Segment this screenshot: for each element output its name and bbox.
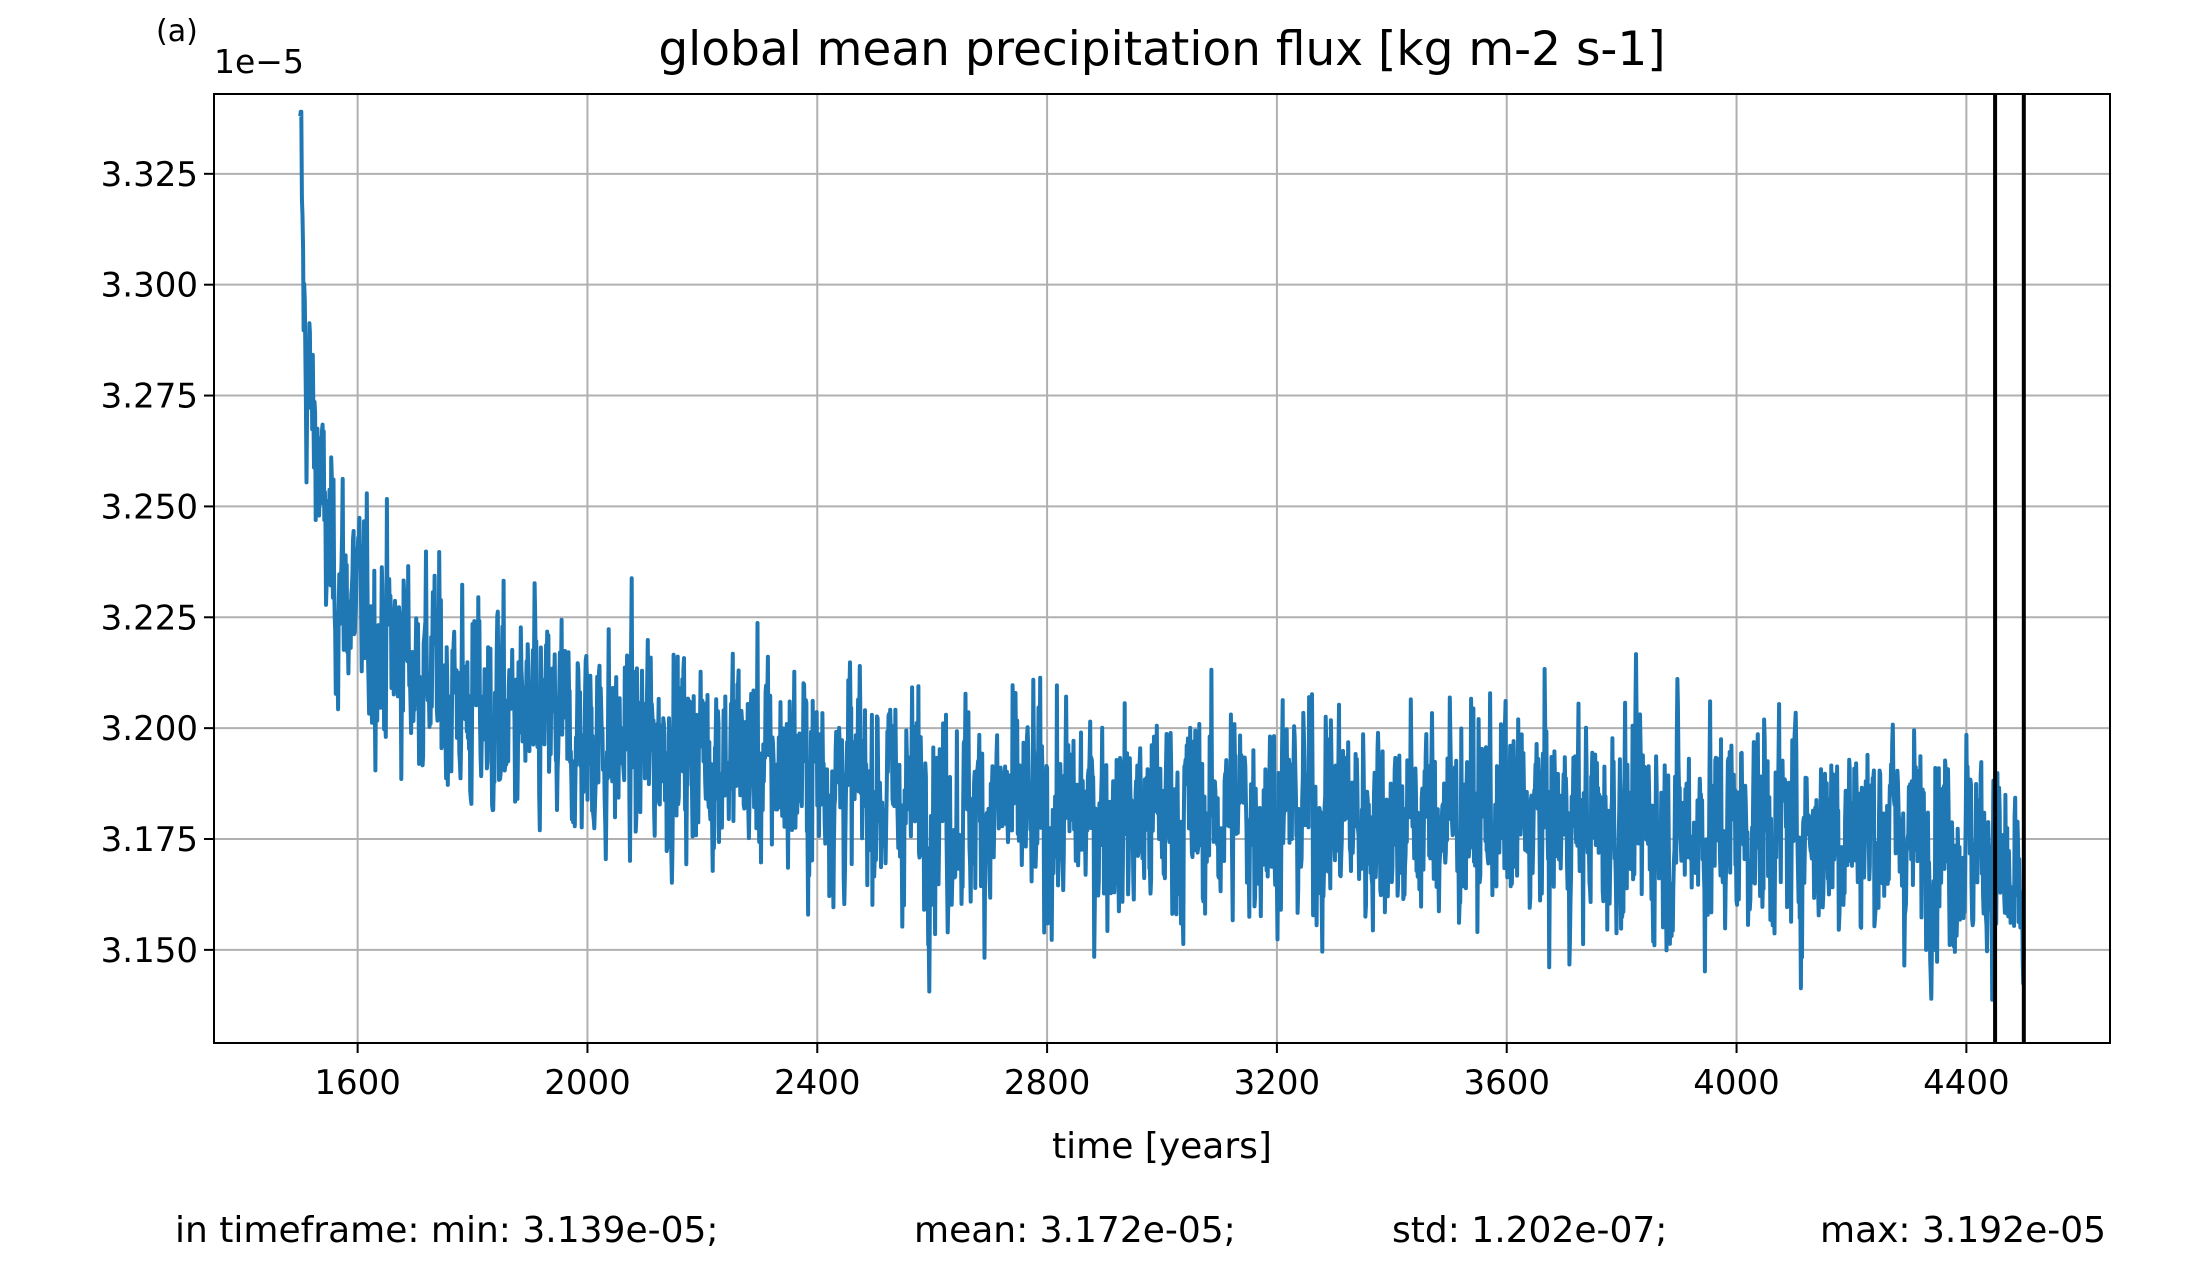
x-tick-label: 1600 bbox=[314, 1063, 401, 1103]
x-tick-label: 3200 bbox=[1234, 1063, 1321, 1103]
x-tick-label: 4000 bbox=[1693, 1063, 1780, 1103]
stats-line: in timeframe: min: 3.139e-05; mean: 3.17… bbox=[0, 1210, 2196, 1254]
plot-frame bbox=[213, 93, 2111, 1044]
vertical-marker-lines bbox=[1993, 94, 2026, 1043]
x-tick-label: 2400 bbox=[774, 1063, 861, 1103]
stats-std: std: 1.202e-07; bbox=[1392, 1210, 1668, 1251]
series-layer bbox=[298, 109, 2026, 1002]
x-tick-label: 4400 bbox=[1923, 1063, 2010, 1103]
x-tick-label: 2000 bbox=[544, 1063, 631, 1103]
grid-lines bbox=[214, 94, 2110, 1043]
panel-label: (a) bbox=[156, 14, 198, 49]
y-tick-label: 3.175 bbox=[101, 820, 198, 860]
y-tick-label: 3.300 bbox=[101, 266, 198, 306]
y-tick-label: 3.275 bbox=[101, 377, 198, 417]
axis-ticks: 1600 2000 2400 2800 3200 3600 4000 4400 3.150 3.1… bbox=[101, 155, 2010, 1103]
series-line bbox=[298, 109, 2026, 1002]
y-tick-label: 3.325 bbox=[101, 155, 198, 195]
y-tick-label: 3.200 bbox=[101, 709, 198, 749]
y-tick-label: 3.250 bbox=[101, 487, 198, 527]
stats-mean: mean: 3.172e-05; bbox=[914, 1210, 1236, 1251]
chart-title: global mean precipitation flux [kg m-2 s… bbox=[658, 22, 1666, 77]
stats-min: in timeframe: min: 3.139e-05; bbox=[175, 1210, 719, 1251]
y-tick-label: 3.150 bbox=[101, 931, 198, 971]
x-tick-label: 2800 bbox=[1004, 1063, 1091, 1103]
y-tick-label: 3.225 bbox=[101, 598, 198, 638]
x-tick-label: 3600 bbox=[1463, 1063, 1550, 1103]
stats-max: max: 3.192e-05 bbox=[1820, 1210, 2107, 1251]
y-offset-label: 1e−5 bbox=[214, 42, 304, 81]
x-axis-label: time [years] bbox=[1052, 1126, 1272, 1167]
